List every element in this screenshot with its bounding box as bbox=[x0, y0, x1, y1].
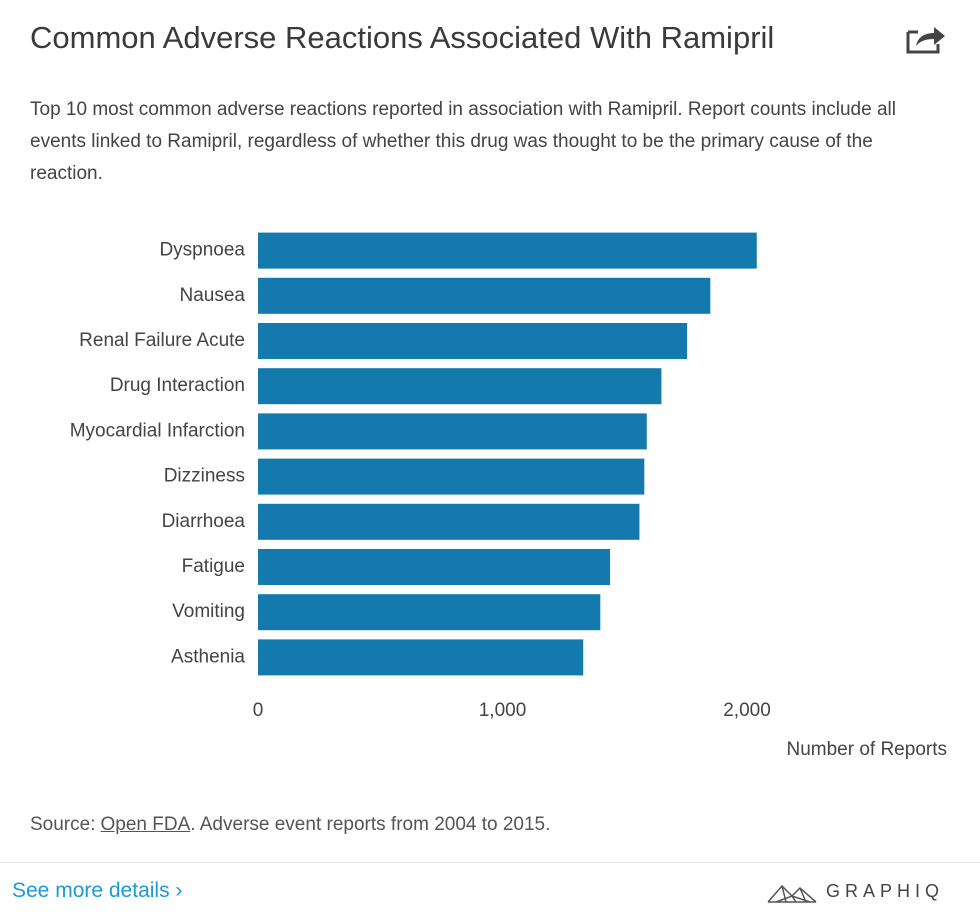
x-tick-label: 0 bbox=[253, 700, 264, 721]
source: Source: Open FDA. Adverse event reports f… bbox=[30, 814, 550, 836]
logo-lines bbox=[767, 884, 817, 903]
y-tick-label: Drug Interaction bbox=[110, 375, 245, 396]
y-tick-label: Dyspnoea bbox=[159, 240, 245, 261]
bar bbox=[258, 277, 711, 314]
bar bbox=[258, 458, 645, 495]
y-tick-label: Diarrhoea bbox=[162, 511, 246, 532]
bar bbox=[258, 549, 611, 585]
share-arrow bbox=[916, 27, 945, 46]
bar bbox=[258, 594, 601, 631]
bar bbox=[258, 639, 584, 676]
y-tick-label: Vomiting bbox=[172, 601, 245, 622]
bar bbox=[258, 323, 688, 359]
bar bbox=[258, 232, 757, 269]
brand-logo bbox=[767, 884, 817, 903]
x-axis-title: Number of Reports bbox=[786, 739, 947, 760]
chart-title: Common Adverse Reactions Associated With… bbox=[30, 20, 775, 55]
y-tick-label: Asthenia bbox=[171, 646, 245, 667]
y-tick-label: Nausea bbox=[180, 285, 246, 306]
source-link[interactable]: Open FDA bbox=[100, 814, 191, 835]
y-tick-label: Fatigue bbox=[182, 556, 245, 577]
share-box bbox=[906, 30, 940, 54]
chart: Number of Reports 0 1,000 2,000 Dyspnoea Nau… bbox=[70, 232, 947, 760]
y-tick-label: Dizziness bbox=[164, 466, 245, 487]
source-label: Source: bbox=[30, 814, 96, 835]
bar bbox=[258, 413, 647, 450]
x-tick-label: 1,000 bbox=[479, 700, 527, 721]
bar bbox=[258, 368, 662, 405]
brand: GRAPHIQ bbox=[826, 881, 945, 901]
y-tick-label: Myocardial Infarction bbox=[70, 420, 245, 441]
chart-subtitle: Top 10 most common adverse reactions rep… bbox=[30, 99, 896, 184]
bar bbox=[258, 503, 640, 540]
divider bbox=[0, 862, 980, 863]
source-text: . Adverse event reports from 2004 to 201… bbox=[190, 814, 551, 835]
share-icon[interactable] bbox=[904, 22, 948, 56]
more-link[interactable]: See more details › bbox=[12, 879, 183, 902]
y-tick-label: Renal Failure Acute bbox=[79, 330, 245, 351]
x-tick-label: 2,000 bbox=[723, 700, 771, 721]
